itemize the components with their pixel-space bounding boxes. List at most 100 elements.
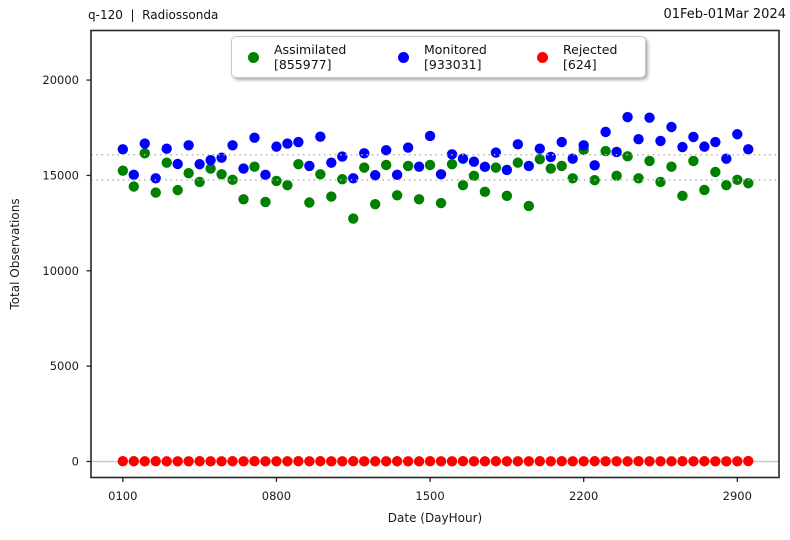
data-point-rejected: [644, 456, 655, 467]
data-point-monitored: [688, 131, 699, 143]
data-point-rejected: [468, 456, 480, 467]
data-point-assimilated: [260, 196, 271, 208]
data-point-assimilated: [369, 199, 381, 210]
data-point-assimilated: [271, 175, 282, 187]
data-point-rejected: [205, 456, 216, 467]
data-point-rejected: [172, 456, 183, 467]
data-point-assimilated: [501, 190, 513, 202]
data-point-assimilated: [205, 163, 216, 174]
legend-count-assimilated: [855977]: [274, 57, 332, 72]
data-point-assimilated: [380, 159, 392, 171]
data-point-rejected: [457, 456, 469, 467]
data-point-rejected: [479, 456, 491, 467]
data-point-rejected: [117, 455, 129, 467]
data-point-monitored: [369, 170, 381, 181]
data-point-rejected: [721, 456, 732, 467]
data-point-monitored: [666, 121, 677, 133]
data-point-assimilated: [161, 157, 172, 168]
data-point-rejected: [545, 456, 556, 467]
data-point-monitored: [721, 153, 732, 164]
plot-title: q-120 | Radiossonda: [88, 8, 219, 22]
data-point-assimilated: [435, 197, 447, 209]
data-point-monitored: [271, 141, 282, 152]
data-point-rejected: [326, 456, 337, 467]
data-point-assimilated: [512, 157, 524, 168]
data-point-monitored: [304, 160, 315, 172]
rejected-marker-icon: [537, 51, 548, 63]
data-point-assimilated: [611, 170, 622, 182]
legend-count-monitored: [933031]: [424, 57, 482, 72]
legend-label-rejected: Rejected: [563, 42, 618, 57]
y-axis-label: Total Observations: [8, 198, 22, 310]
data-point-monitored: [435, 169, 447, 180]
data-point-rejected: [578, 456, 589, 467]
data-point-monitored: [611, 146, 622, 158]
data-point-rejected: [490, 456, 502, 467]
data-point-monitored: [534, 143, 545, 154]
data-point-monitored: [205, 154, 216, 166]
data-point-rejected: [238, 456, 249, 467]
data-point-monitored: [589, 160, 600, 171]
data-point-rejected: [249, 456, 260, 467]
data-point-monitored: [732, 129, 743, 140]
data-point-monitored: [315, 131, 326, 142]
data-point-rejected: [666, 456, 677, 467]
data-point-rejected: [446, 456, 458, 467]
data-point-assimilated: [304, 197, 315, 208]
data-point-rejected: [424, 456, 436, 467]
data-point-assimilated: [446, 158, 458, 170]
data-point-assimilated: [600, 145, 611, 157]
data-point-assimilated: [216, 169, 227, 180]
data-point-rejected: [435, 456, 447, 467]
data-point-monitored: [743, 144, 754, 155]
x-axis-label: Date (DayHour): [388, 511, 482, 525]
data-point-monitored: [249, 132, 260, 143]
data-point-assimilated: [677, 190, 688, 202]
data-point-monitored: [622, 111, 633, 123]
data-point-monitored: [424, 130, 436, 142]
data-point-rejected: [380, 456, 392, 467]
y-tick-label: 20000: [42, 73, 79, 87]
legend-count-rejected: [624]: [563, 57, 597, 72]
data-point-assimilated: [556, 160, 567, 172]
legend-label-monitored: Monitored: [424, 42, 487, 57]
data-point-assimilated: [337, 174, 348, 185]
data-point-monitored: [490, 147, 502, 158]
data-point-monitored: [512, 139, 524, 150]
x-tick-label: 1500: [415, 489, 444, 503]
data-point-monitored: [194, 158, 205, 170]
data-point-monitored: [501, 164, 513, 176]
data-point-assimilated: [479, 186, 491, 198]
data-point-assimilated: [567, 173, 578, 184]
data-point-rejected: [391, 456, 403, 467]
data-point-monitored: [260, 169, 271, 181]
data-point-rejected: [556, 455, 567, 467]
data-point-monitored: [293, 136, 304, 148]
data-point-rejected: [315, 456, 326, 467]
data-point-rejected: [260, 456, 271, 467]
data-point-monitored: [348, 173, 359, 184]
data-point-monitored: [468, 156, 480, 167]
data-point-assimilated: [117, 165, 129, 176]
data-point-monitored: [128, 169, 139, 181]
data-point-assimilated: [326, 191, 337, 202]
data-point-assimilated: [238, 194, 249, 205]
data-point-assimilated: [710, 166, 721, 178]
data-point-assimilated: [534, 154, 545, 165]
data-point-rejected: [413, 456, 425, 467]
data-point-assimilated: [413, 194, 425, 205]
data-point-monitored: [238, 163, 249, 174]
data-point-assimilated: [172, 184, 183, 196]
data-point-monitored: [402, 142, 414, 153]
data-point-rejected: [128, 456, 139, 467]
data-point-rejected: [600, 456, 611, 467]
data-point-monitored: [359, 148, 370, 159]
data-point-assimilated: [644, 155, 655, 167]
data-point-monitored: [391, 169, 403, 181]
data-point-monitored: [150, 173, 161, 184]
data-point-monitored: [710, 136, 721, 148]
data-point-rejected: [348, 455, 359, 467]
data-point-monitored: [337, 151, 348, 162]
data-point-assimilated: [699, 184, 710, 196]
plot-frame: [90, 29, 780, 479]
